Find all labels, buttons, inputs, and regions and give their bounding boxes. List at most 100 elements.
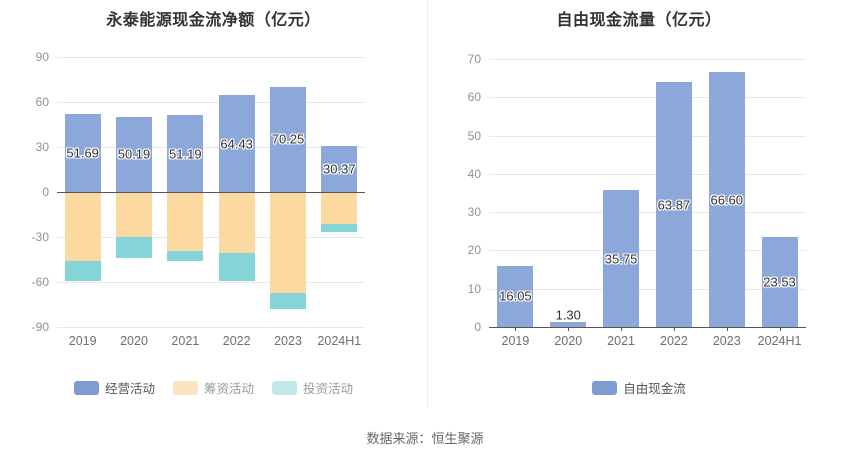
bar-value-label: 66.60: [710, 192, 744, 207]
bar-value-label: 70.25: [271, 131, 305, 147]
x-axis-label: 2019: [501, 334, 530, 348]
x-axis-tick: [726, 327, 728, 331]
legend-right: 自由现金流: [428, 378, 850, 397]
axis-zero-line: [489, 327, 806, 328]
bar-segment[interactable]: [321, 192, 358, 224]
bar-value-label: 51.19: [169, 146, 202, 162]
grid-line: [57, 327, 365, 328]
chart-title-right: 自由现金流量（亿元）: [556, 12, 722, 29]
grid-line: [57, 147, 365, 148]
bar-segment[interactable]: [116, 192, 152, 238]
grid-line: [57, 282, 365, 283]
x-axis-label: 2022: [660, 334, 688, 348]
bar-value-label: 23.53: [763, 274, 796, 290]
x-axis-label: 2020: [120, 334, 148, 348]
bar-segment[interactable]: [167, 250, 204, 261]
legend-swatch-icon: [272, 380, 297, 395]
y-axis-label: 30: [35, 140, 49, 154]
y-axis-label: 40: [467, 166, 481, 181]
bar-segment[interactable]: [761, 236, 798, 327]
x-axis-tick: [673, 327, 675, 331]
legend-label: 自由现金流: [623, 382, 686, 396]
x-axis-label: 2023: [274, 334, 302, 348]
bar-segment[interactable]: [708, 72, 745, 327]
x-axis-tick: [779, 327, 781, 331]
bar-segment[interactable]: [64, 114, 101, 192]
legend-item[interactable]: 经营活动: [73, 378, 155, 397]
y-axis-label: 30: [467, 205, 481, 220]
x-axis-label: 2019: [68, 334, 97, 348]
bar-segment[interactable]: [64, 192, 101, 261]
y-axis-label: 10: [467, 281, 481, 296]
bar-value-label: 63.87: [657, 197, 691, 213]
x-axis-label: 2021: [607, 334, 635, 348]
grid-line: [57, 237, 365, 238]
y-axis-label: 0: [474, 320, 481, 334]
grid-line: [489, 288, 806, 290]
grid-line: [57, 102, 365, 103]
grid-line: [489, 250, 806, 252]
bar-segment[interactable]: [218, 95, 255, 192]
axis-zero-line: [57, 192, 365, 193]
x-axis-label: 2024H1: [757, 334, 802, 348]
cash-flow-net-chart: 永泰能源现金流净额（亿元） 经营活动 筹资活动 投资活动 90 60 30 0 -30 -60…: [0, 0, 427, 407]
legend-swatch-icon: [172, 380, 198, 395]
bar-segment[interactable]: [270, 86, 306, 192]
bar-segment[interactable]: [167, 192, 204, 251]
bar-value-label: 64.43: [220, 136, 253, 152]
y-axis-label: -90: [31, 320, 49, 334]
grid-line: [489, 59, 806, 60]
bar-segment[interactable]: [550, 322, 587, 327]
bar-segment[interactable]: [321, 146, 358, 192]
bar-segment[interactable]: [64, 261, 101, 282]
free-cash-flow-chart: 自由现金流量（亿元） 自由现金流 70 60 50 40 30 20 10 0 16.05 201…: [427, 0, 850, 407]
y-axis-label: 70: [467, 52, 481, 66]
legend-item[interactable]: 自由现金流: [592, 378, 686, 397]
legend-label: 投资活动: [303, 382, 354, 396]
bar-value-label: 1.30: [555, 307, 581, 323]
x-axis-label: 2024H1: [317, 334, 362, 348]
bar-value-label: 16.05: [499, 288, 532, 304]
charts-row: 永泰能源现金流净额（亿元） 经营活动 筹资活动 投资活动 90 60 30 0 -30 -60…: [0, 0, 850, 407]
bar-segment[interactable]: [497, 265, 534, 327]
grid-line: [489, 173, 806, 175]
y-axis-label: 50: [467, 128, 481, 143]
legend-swatch-icon: [73, 380, 99, 395]
legend-item[interactable]: 筹资活动: [172, 378, 254, 397]
grid-line: [489, 97, 806, 99]
grid-line: [57, 57, 365, 58]
grid-line: [489, 135, 806, 137]
bar-segment[interactable]: [218, 192, 255, 254]
x-axis-label: 2023: [712, 334, 741, 348]
bar-value-label: 50.19: [117, 146, 151, 162]
bar-segment[interactable]: [218, 253, 255, 281]
x-axis-label: 2020: [554, 334, 583, 348]
legend-swatch-icon: [592, 380, 618, 395]
grid-line: [489, 212, 806, 214]
x-axis-tick: [621, 327, 623, 331]
bar-segment[interactable]: [116, 237, 152, 258]
bar-value-label: 35.75: [604, 251, 638, 267]
bar-value-label: 51.69: [66, 145, 99, 161]
x-axis-tick: [568, 327, 570, 331]
legend-left: 经营活动 筹资活动 投资活动: [0, 378, 427, 397]
bar-value-label: 30.37: [323, 161, 356, 177]
bar-segment[interactable]: [270, 192, 306, 294]
y-axis-label: -30: [31, 230, 49, 244]
y-axis-label: 0: [42, 185, 49, 199]
bar-segment[interactable]: [321, 223, 358, 233]
bar-segment[interactable]: [167, 115, 204, 192]
x-axis-label: 2021: [171, 334, 200, 348]
bar-segment[interactable]: [270, 293, 306, 309]
y-axis-label: 60: [467, 90, 481, 105]
bar-segment[interactable]: [116, 116, 152, 192]
legend-item[interactable]: 投资活动: [272, 378, 353, 397]
bar-segment[interactable]: [603, 190, 640, 327]
x-axis-label: 2022: [222, 334, 251, 348]
bar-segment[interactable]: [655, 82, 692, 327]
y-axis-label: 20: [467, 243, 481, 258]
y-axis-label: 60: [35, 95, 49, 109]
y-axis-label: -60: [31, 275, 49, 289]
legend-label: 筹资活动: [203, 382, 254, 396]
